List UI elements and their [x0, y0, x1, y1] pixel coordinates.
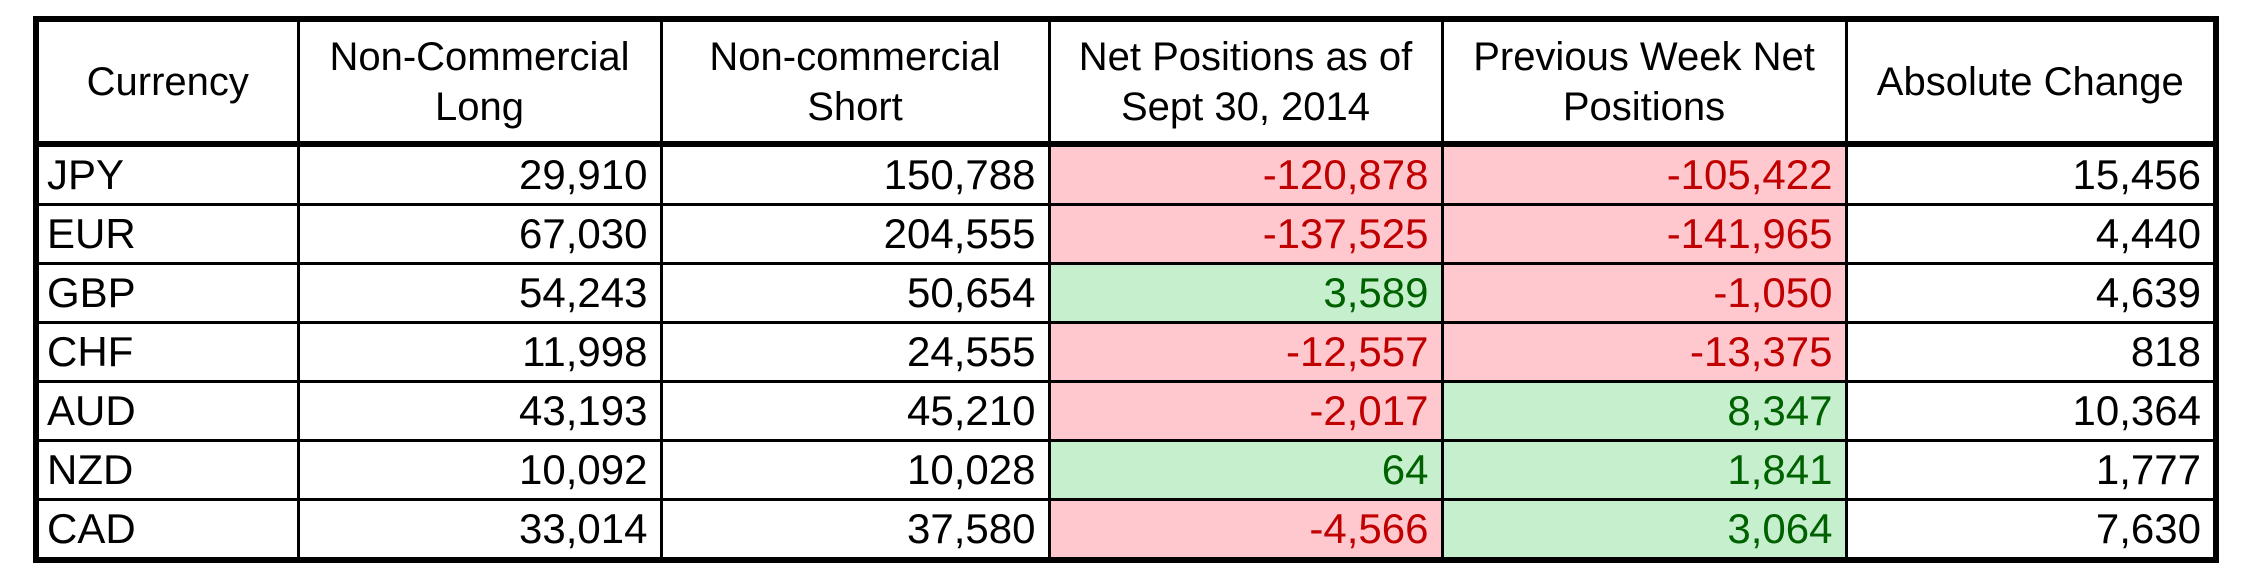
long-cell: 29,910: [296, 142, 663, 206]
currency-cell: JPY: [34, 142, 300, 206]
short-cell: 204,555: [659, 203, 1051, 265]
header-non-commercial-short: Non-commercial Short: [659, 17, 1051, 147]
currency-cell: CHF: [34, 321, 300, 383]
header-currency: Currency: [34, 17, 300, 147]
net-position-cell: -2,017: [1047, 380, 1444, 442]
previous-week-cell: 3,064: [1440, 498, 1848, 562]
net-position-cell: -120,878: [1047, 142, 1444, 206]
cot-positions-table: Currency Non-Commercial Long Non-commerc…: [33, 16, 2219, 563]
table-row: EUR 67,030 204,555 -137,525 -141,965 4,4…: [34, 203, 2218, 265]
currency-cell: NZD: [34, 439, 300, 501]
net-position-cell: 3,589: [1047, 262, 1444, 324]
short-cell: 10,028: [659, 439, 1051, 501]
absolute-change-cell: 10,364: [1844, 380, 2218, 442]
absolute-change-cell: 15,456: [1844, 142, 2218, 206]
header-net-positions: Net Positions as of Sept 30, 2014: [1047, 17, 1444, 147]
net-position-cell: 64: [1047, 439, 1444, 501]
table-row: CAD 33,014 37,580 -4,566 3,064 7,630: [34, 498, 2218, 562]
short-cell: 24,555: [659, 321, 1051, 383]
long-cell: 11,998: [296, 321, 663, 383]
short-cell: 50,654: [659, 262, 1051, 324]
table-row: CHF 11,998 24,555 -12,557 -13,375 818: [34, 321, 2218, 383]
net-position-cell: -137,525: [1047, 203, 1444, 265]
previous-week-cell: -1,050: [1440, 262, 1848, 324]
absolute-change-cell: 4,440: [1844, 203, 2218, 265]
net-position-cell: -12,557: [1047, 321, 1444, 383]
cot-positions-table-container: Currency Non-Commercial Long Non-commerc…: [33, 16, 2219, 563]
currency-cell: CAD: [34, 498, 300, 562]
table-row: NZD 10,092 10,028 64 1,841 1,777: [34, 439, 2218, 501]
header-previous-week-net-positions: Previous Week Net Positions: [1440, 17, 1848, 147]
absolute-change-cell: 1,777: [1844, 439, 2218, 501]
previous-week-cell: -13,375: [1440, 321, 1848, 383]
short-cell: 150,788: [659, 142, 1051, 206]
table-row: AUD 43,193 45,210 -2,017 8,347 10,364: [34, 380, 2218, 442]
table-row: GBP 54,243 50,654 3,589 -1,050 4,639: [34, 262, 2218, 324]
currency-cell: GBP: [34, 262, 300, 324]
long-cell: 54,243: [296, 262, 663, 324]
header-absolute-change: Absolute Change: [1844, 17, 2218, 147]
short-cell: 37,580: [659, 498, 1051, 562]
header-row: Currency Non-Commercial Long Non-commerc…: [34, 17, 2218, 147]
table-row: JPY 29,910 150,788 -120,878 -105,422 15,…: [34, 142, 2218, 206]
long-cell: 43,193: [296, 380, 663, 442]
short-cell: 45,210: [659, 380, 1051, 442]
currency-cell: AUD: [34, 380, 300, 442]
previous-week-cell: 1,841: [1440, 439, 1848, 501]
previous-week-cell: -141,965: [1440, 203, 1848, 265]
net-position-cell: -4,566: [1047, 498, 1444, 562]
long-cell: 10,092: [296, 439, 663, 501]
long-cell: 33,014: [296, 498, 663, 562]
absolute-change-cell: 7,630: [1844, 498, 2218, 562]
previous-week-cell: -105,422: [1440, 142, 1848, 206]
previous-week-cell: 8,347: [1440, 380, 1848, 442]
absolute-change-cell: 4,639: [1844, 262, 2218, 324]
long-cell: 67,030: [296, 203, 663, 265]
absolute-change-cell: 818: [1844, 321, 2218, 383]
currency-cell: EUR: [34, 203, 300, 265]
header-non-commercial-long: Non-Commercial Long: [296, 17, 663, 147]
